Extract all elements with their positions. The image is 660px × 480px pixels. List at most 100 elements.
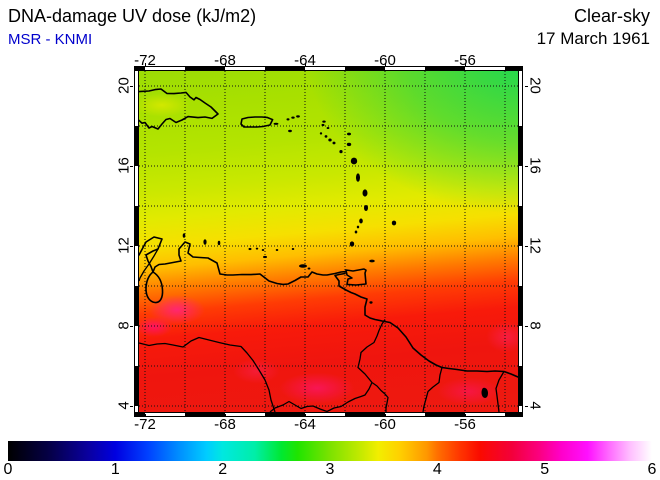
axis-tick xyxy=(525,325,528,327)
axis-tick xyxy=(130,165,133,167)
axis-tick xyxy=(304,63,306,66)
colorbar xyxy=(8,441,652,461)
island xyxy=(307,267,311,270)
island xyxy=(291,248,295,250)
island xyxy=(273,122,279,125)
country-border xyxy=(495,371,505,412)
coastline xyxy=(240,116,274,128)
lat-tick-label: 20 xyxy=(526,77,544,94)
island xyxy=(288,129,292,133)
frame-corner xyxy=(518,412,523,417)
country-border xyxy=(357,319,386,383)
coastline xyxy=(345,268,367,286)
axis-tick xyxy=(144,63,146,66)
frame-corner xyxy=(518,66,523,71)
coastlines-and-grid xyxy=(139,71,518,412)
axis-tick xyxy=(525,245,528,247)
axis-tick xyxy=(464,414,466,417)
country-border xyxy=(371,381,389,412)
island xyxy=(369,259,375,263)
lat-tick-label: 12 xyxy=(526,237,544,254)
island xyxy=(362,189,368,197)
country-border xyxy=(422,367,443,412)
island xyxy=(350,157,358,165)
island xyxy=(364,205,368,211)
colorbar-tick-label: 5 xyxy=(540,461,550,478)
lon-tick-label: -60 xyxy=(374,52,396,69)
island xyxy=(261,249,265,251)
axis-tick xyxy=(144,414,146,417)
island xyxy=(299,264,307,268)
coastline xyxy=(145,271,164,304)
island xyxy=(347,132,351,136)
lon-tick-label: -72 xyxy=(134,416,156,433)
coastline xyxy=(139,236,518,378)
lon-tick-label: -64 xyxy=(294,416,316,433)
axis-tick xyxy=(224,63,226,66)
island xyxy=(349,241,355,247)
frame-corner xyxy=(134,66,139,71)
island xyxy=(291,116,295,119)
lon-tick-label: -56 xyxy=(454,52,476,69)
map-frame xyxy=(134,66,523,417)
axis-tick xyxy=(130,325,133,327)
coastline xyxy=(139,88,219,130)
colorbar-tick-label: 3 xyxy=(325,461,335,478)
lon-tick-label: -68 xyxy=(214,52,236,69)
island xyxy=(328,138,332,142)
date-label: 17 March 1961 xyxy=(536,29,650,48)
axis-tick xyxy=(224,414,226,417)
frame-top xyxy=(139,66,518,71)
island xyxy=(354,230,358,234)
lon-tick-label: -72 xyxy=(134,52,156,69)
lon-tick-label: -68 xyxy=(214,416,236,433)
axis-tick xyxy=(130,405,133,407)
axis-tick xyxy=(525,85,528,87)
colorbar-tick-label: 1 xyxy=(110,461,120,478)
frame-right xyxy=(518,71,523,412)
island xyxy=(369,301,373,304)
country-border xyxy=(139,336,276,412)
island xyxy=(359,218,363,224)
frame-corner xyxy=(134,412,139,417)
island xyxy=(339,150,343,154)
lat-tick-label: 16 xyxy=(526,157,544,174)
island xyxy=(182,233,186,238)
island xyxy=(356,173,360,182)
island xyxy=(322,120,326,123)
axis-tick xyxy=(525,405,528,407)
island xyxy=(203,239,207,245)
axis-tick xyxy=(464,63,466,66)
colorbar-tick-label: 4 xyxy=(432,461,442,478)
axis-tick xyxy=(384,63,386,66)
island xyxy=(255,247,259,250)
island xyxy=(296,115,300,118)
colorbar-tick-label: 0 xyxy=(3,461,13,478)
island xyxy=(332,141,336,145)
lake xyxy=(481,387,488,398)
island xyxy=(324,135,328,138)
axis-tick xyxy=(130,245,133,247)
map-canvas xyxy=(139,71,518,412)
island xyxy=(321,123,325,127)
axis-tick xyxy=(525,165,528,167)
island xyxy=(275,249,279,251)
lon-tick-label: -64 xyxy=(294,52,316,69)
island xyxy=(346,142,352,147)
frame-bottom xyxy=(139,412,518,417)
island xyxy=(326,127,330,129)
lat-tick-label: 8 xyxy=(526,321,544,330)
island xyxy=(217,240,221,246)
island xyxy=(319,132,323,135)
island xyxy=(356,225,360,229)
island xyxy=(263,255,267,259)
lon-tick-label: -56 xyxy=(454,416,476,433)
island xyxy=(248,247,252,251)
sky-condition-label: Clear-sky xyxy=(573,6,650,26)
source-label: MSR - KNMI xyxy=(8,31,93,48)
island xyxy=(286,118,290,121)
island xyxy=(391,220,397,226)
page-title: DNA-damage UV dose (kJ/m2) xyxy=(8,6,257,26)
colorbar-tick-label: 6 xyxy=(647,461,657,478)
